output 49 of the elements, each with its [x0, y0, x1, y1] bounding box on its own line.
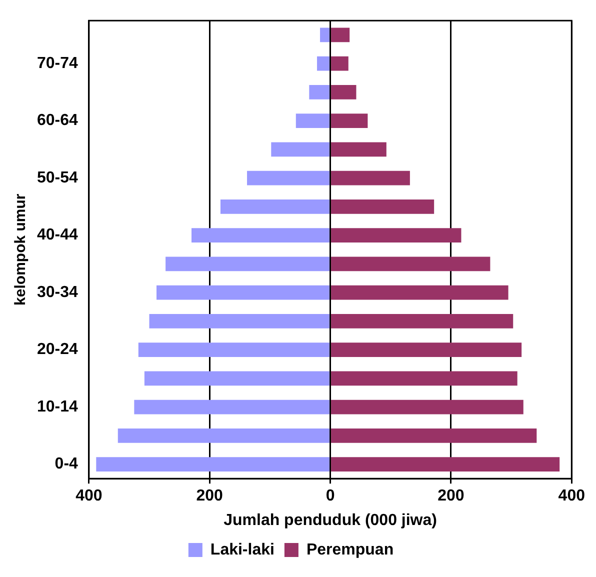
y-tick-label: 30-34: [37, 284, 78, 301]
y-tick-label: 0-4: [54, 456, 78, 473]
bar: [138, 342, 330, 357]
bar: [271, 142, 330, 157]
bar: [331, 428, 537, 443]
bar: [156, 285, 330, 300]
bar: [320, 28, 330, 42]
bar: [331, 457, 560, 472]
x-tick-label: 400: [558, 488, 586, 505]
bar: [331, 170, 410, 186]
bar: [309, 85, 330, 100]
y-tick-label: 60-64: [37, 112, 78, 130]
bar: [134, 400, 330, 414]
bar: [144, 371, 330, 386]
bar: [331, 114, 368, 128]
bar: [331, 85, 356, 100]
x-tick-label: 200: [438, 488, 464, 505]
bar: [118, 428, 330, 443]
bar: [331, 342, 522, 357]
bar: [331, 142, 386, 157]
bar: [331, 314, 514, 328]
bar: [296, 114, 330, 128]
bar: [331, 56, 348, 71]
y-tick-label: 70-74: [37, 54, 78, 72]
legend-label: Laki-laki: [210, 541, 274, 558]
y-tick-label: 10-14: [37, 398, 78, 416]
bar: [220, 200, 330, 214]
y-axis-title: kelompok umur: [12, 194, 30, 306]
bar: [96, 457, 330, 472]
y-tick-label: 40-44: [37, 226, 78, 244]
x-tick-label: 200: [196, 488, 224, 505]
bar: [331, 28, 350, 42]
x-tick-label: 400: [76, 488, 102, 505]
x-tick-label: 0: [326, 488, 335, 505]
y-tick-label: 50-54: [37, 169, 78, 186]
bar: [331, 285, 508, 300]
bar: [331, 400, 524, 414]
bar: [331, 371, 518, 386]
bar: [331, 200, 434, 214]
y-tick-label: 20-24: [37, 341, 78, 358]
bar: [317, 56, 330, 71]
x-axis-title: Jumlah penduduk (000 jiwa): [224, 512, 437, 529]
bar: [149, 314, 330, 328]
bar: [166, 256, 330, 272]
legend-label: Perempuan: [306, 541, 394, 558]
bar: [247, 170, 330, 186]
bar: [192, 228, 330, 242]
bar: [331, 228, 462, 242]
bar: [331, 256, 490, 272]
